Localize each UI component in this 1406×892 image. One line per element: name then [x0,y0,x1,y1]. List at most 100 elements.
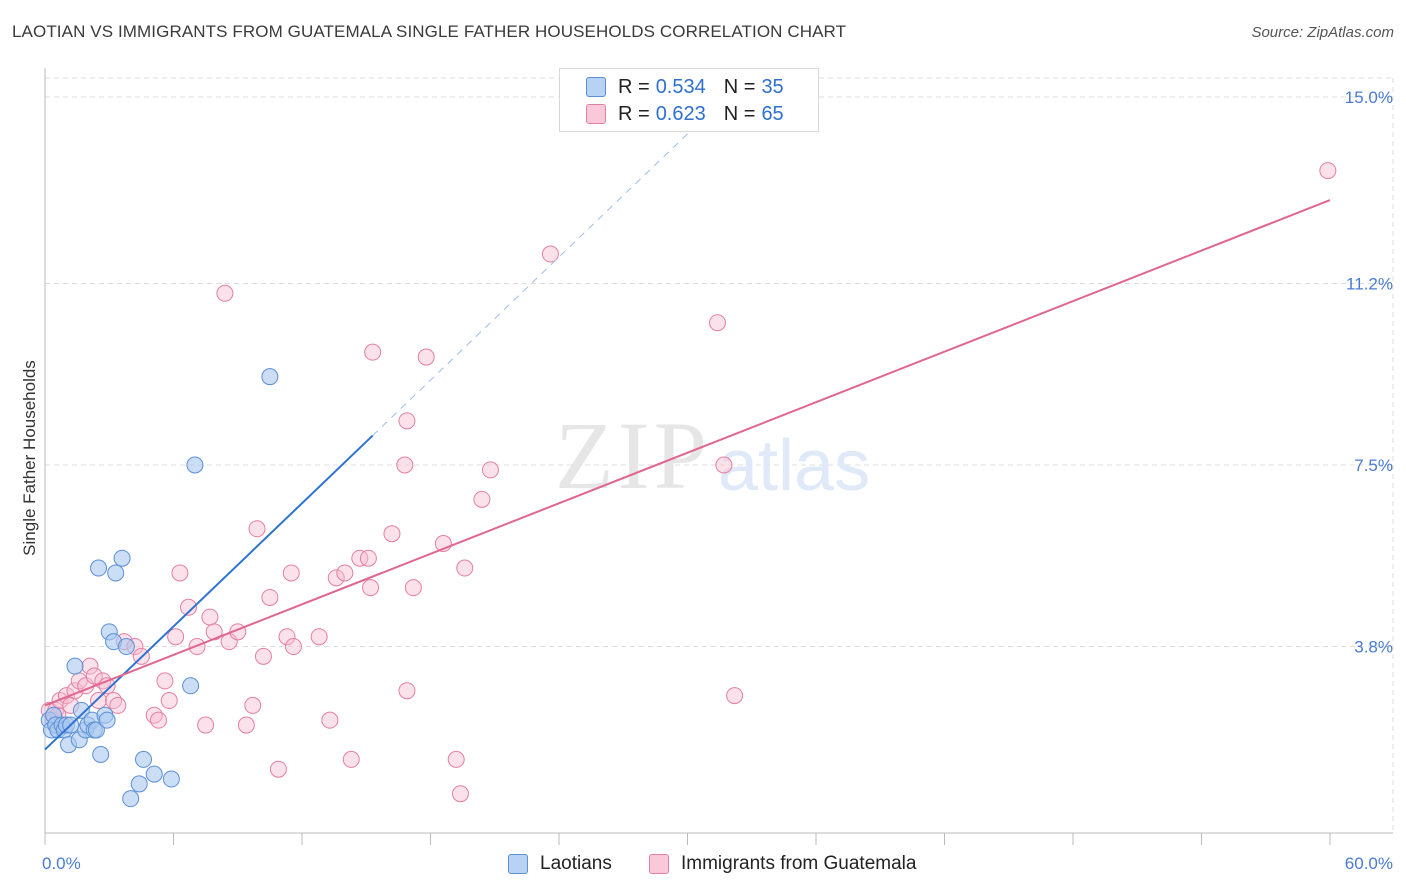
data-point-guatemala [160,692,178,710]
data-point-guatemala [261,588,279,606]
data-point-laotian [87,721,105,739]
data-point-guatemala [383,525,401,543]
data-point-guatemala [336,564,354,582]
data-point-laotian [182,677,200,695]
data-point-guatemala [284,638,302,656]
data-point-guatemala [364,343,382,361]
data-point-guatemala [90,692,108,710]
data-point-guatemala [156,672,174,690]
axes [44,68,1393,845]
data-point-guatemala [359,549,377,567]
data-point-guatemala [201,608,219,626]
watermark-atlas: atlas [718,426,870,506]
data-point-laotian [117,638,135,656]
data-point-guatemala [244,696,262,714]
data-point-guatemala [456,559,474,577]
data-point-guatemala [278,628,296,646]
data-point-guatemala [109,696,127,714]
data-point-guatemala [398,682,416,700]
tick-labels: 3.8% 7.5% 11.2% 15.0% 0.0% 60.0% [42,88,1393,873]
legend-r-value: 0.534 [655,75,706,98]
data-point-guatemala [310,628,328,646]
data-point-laotian [107,564,125,582]
data-point-laotian [98,711,116,729]
bottom-legend-guatemala: Immigrants from Guatemala [649,852,916,876]
data-point-guatemala [282,564,300,582]
correlation-legend: R = 0.534 N = 35 R = 0.623 N = 65 [559,68,819,132]
chart-title: LAOTIAN VS IMMIGRANTS FROM GUATEMALA SIN… [12,22,847,41]
data-point-laotian [261,368,279,386]
legend-r-label: R = [618,102,650,125]
y-tick-label: 7.5% [1354,456,1393,475]
data-point-guatemala [708,314,726,332]
watermark: ZIP atlas [555,402,870,509]
series-guatemala-points [40,162,1337,803]
legend-n-label: N = [723,102,756,125]
legend-n-value: 65 [761,102,784,125]
bottom-legend-label: Laotians [540,853,612,874]
x-tick-label: 60.0% [1345,854,1393,873]
data-point-guatemala [254,647,272,665]
data-point-guatemala [179,598,197,616]
data-point-guatemala [715,456,733,474]
data-point-guatemala [150,711,168,729]
data-point-laotian [122,790,140,808]
trend-line-laotian-extension [372,133,688,436]
data-point-guatemala [321,711,339,729]
watermark-zip: ZIP [555,402,711,509]
bottom-legend-laotian: Laotians [508,852,612,876]
data-point-guatemala [726,687,744,705]
data-point-guatemala [216,284,234,302]
data-point-laotian [113,549,131,567]
data-point-laotian [66,657,84,675]
data-point-guatemala [447,750,465,768]
series-laotian-points [40,368,279,808]
trend-lines [44,133,1331,751]
legend-swatch-guatemala [586,104,606,124]
data-point-guatemala [351,549,369,567]
data-point-laotian [162,770,180,788]
bottom-swatch-guatemala [649,854,669,874]
data-point-guatemala [85,667,103,685]
data-point-laotian [186,456,204,474]
data-point-laotian [90,559,108,577]
y-tick-label: 15.0% [1345,88,1393,107]
data-point-guatemala [481,461,499,479]
legend-swatch-laotian [586,77,606,97]
legend-r-value: 0.623 [655,102,706,125]
x-tick-label: 0.0% [42,854,81,873]
data-point-laotian [72,701,90,719]
data-point-guatemala [197,716,215,734]
y-tick-label: 3.8% [1354,638,1393,657]
trend-line-guatemala [44,199,1331,707]
bottom-swatch-laotian [508,854,528,874]
data-point-laotian [135,750,153,768]
data-point-guatemala [327,569,345,587]
legend-n-label: N = [723,75,756,98]
data-point-guatemala [451,785,469,803]
data-point-guatemala [541,245,559,263]
y-tick-label: 11.2% [1346,274,1393,293]
data-point-laotian [92,745,110,763]
data-point-guatemala [362,579,380,597]
legend-row-laotian: R = 0.534 N = 35 [586,76,784,98]
data-point-guatemala [1319,162,1337,180]
trend-line-laotian [44,434,374,751]
y-axis-title: Single Father Households [20,360,39,556]
data-point-guatemala [398,412,416,430]
legend-n-value: 35 [761,75,784,98]
data-point-guatemala [269,760,287,778]
data-point-guatemala [237,716,255,734]
data-point-guatemala [167,628,185,646]
data-point-guatemala [248,520,266,538]
data-point-guatemala [417,348,435,366]
data-point-guatemala [473,490,491,508]
data-point-guatemala [171,564,189,582]
data-point-laotian [145,765,163,783]
data-point-guatemala [342,750,360,768]
bottom-legend-label: Immigrants from Guatemala [681,853,917,874]
data-point-guatemala [404,579,422,597]
legend-r-label: R = [618,75,650,98]
source-label: Source: ZipAtlas.com [1251,24,1394,41]
